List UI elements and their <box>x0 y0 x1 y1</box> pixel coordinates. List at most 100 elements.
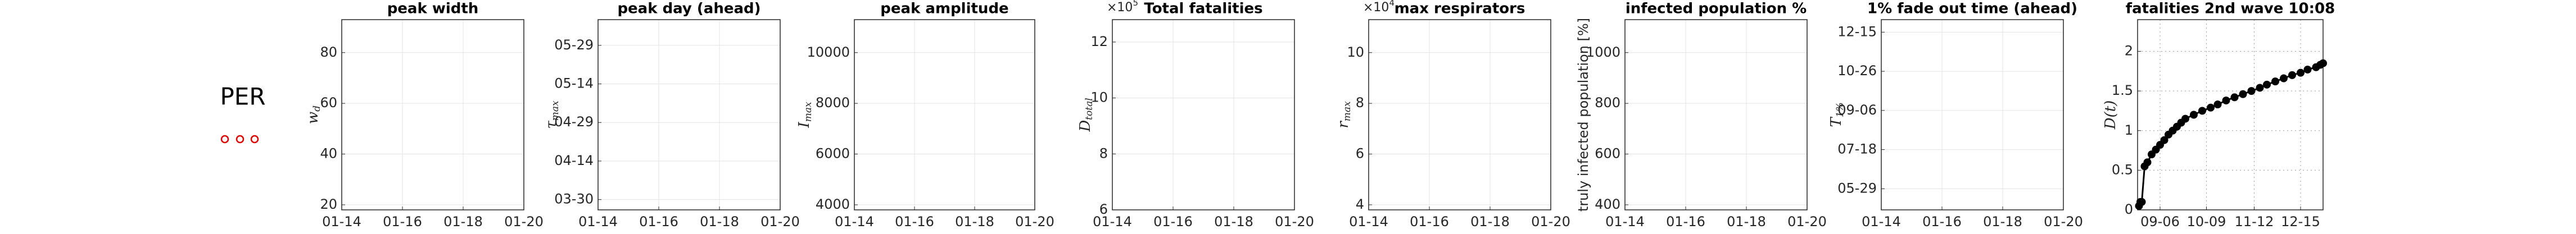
x-tick-label: 01-18 <box>1983 214 2022 230</box>
y-axis-label: T1% <box>1828 102 1846 127</box>
data-point <box>2303 65 2312 74</box>
y-tick-label: 8000 <box>816 95 850 111</box>
y-tick-label: 1 <box>2125 122 2133 138</box>
y-tick-label: 10 <box>1347 44 1364 60</box>
y-axis-label: Dtotal <box>1077 98 1095 132</box>
y-tick-label: 05-14 <box>554 76 594 91</box>
y-axis-label: τmax <box>543 100 561 129</box>
y-tick-label: 09-06 <box>1837 102 1877 118</box>
x-tick-label: 01-16 <box>1410 214 1449 230</box>
y-axis-label-base: r <box>1335 121 1352 129</box>
chart-title: peak day (ahead) <box>617 1 760 17</box>
chart-title: infected population % <box>1626 1 1807 17</box>
axes-box <box>341 19 524 210</box>
y-tick-label: 600 <box>1595 146 1620 162</box>
x-tick-label: 01-16 <box>895 214 934 230</box>
x-tick-label: 01-18 <box>700 214 739 230</box>
data-point <box>2280 74 2288 82</box>
data-point <box>2138 198 2146 206</box>
axes-box <box>2137 19 2324 210</box>
y-axis-label-base: w <box>305 112 322 124</box>
y-tick-label: 60 <box>320 95 337 111</box>
data-point <box>2256 84 2264 92</box>
x-tick-label: 01-16 <box>1922 214 1962 230</box>
x-tick-label: 01-20 <box>1531 214 1570 230</box>
marker-icon <box>236 135 245 144</box>
x-tick-label: 01-20 <box>1787 214 1827 230</box>
data-point <box>2319 59 2327 67</box>
x-tick-label: 01-20 <box>504 214 544 230</box>
axes-box <box>597 19 781 210</box>
data-point <box>2230 93 2239 102</box>
y-tick-label: 800 <box>1595 95 1620 111</box>
x-tick-label: 01-16 <box>1666 214 1705 230</box>
data-point <box>2222 97 2230 105</box>
y-axis-label-sub: max <box>1342 101 1353 121</box>
marker-icon <box>250 135 259 144</box>
x-tick-label: 01-14 <box>578 214 618 230</box>
y-axis-label: D(t) <box>2102 100 2119 130</box>
y-tick-label: 40 <box>320 146 337 162</box>
y-axis-label: rmax <box>1335 101 1353 129</box>
x-tick-label: 01-20 <box>1015 214 1054 230</box>
y-tick-label: 04-29 <box>554 114 594 130</box>
y-axis-label-base: D <box>1077 120 1094 132</box>
x-tick-label: 01-18 <box>1470 214 1510 230</box>
x-tick-label: 01-20 <box>1275 214 1314 230</box>
y-tick-label: 05-29 <box>1837 180 1877 196</box>
y-axis-label: truly infected population [%] <box>1576 18 1591 212</box>
x-tick-label: 01-18 <box>1214 214 1253 230</box>
y-axis-label-base: truly infected population [%] <box>1576 18 1591 212</box>
y-axis-label-base: I <box>796 122 813 129</box>
data-point <box>2247 87 2256 95</box>
y-axis-label-base: T <box>1828 117 1845 127</box>
x-tick-label: 11-12 <box>2235 214 2274 230</box>
y-axis-label: Imax <box>796 102 814 129</box>
y-multiplier-base: ×10 <box>1363 1 1389 15</box>
data-point <box>2288 71 2296 79</box>
y-axis-label-sub: max <box>550 100 561 121</box>
axes-box <box>854 19 1035 210</box>
y-axis-label-base: D(t) <box>2102 100 2119 130</box>
y-tick-label: 04-14 <box>554 153 594 168</box>
y-tick-label: 6 <box>1356 146 1364 162</box>
y-tick-label: 4 <box>1356 196 1364 212</box>
data-point <box>2190 111 2198 119</box>
y-multiplier-exp: 4 <box>1389 0 1395 8</box>
marker-icon <box>220 135 229 144</box>
x-tick-label: 01-16 <box>383 214 422 230</box>
y-multiplier-exp: 5 <box>1133 0 1138 8</box>
axes-box <box>1112 19 1295 210</box>
x-tick-label: 01-14 <box>1605 214 1645 230</box>
axes-box <box>1368 19 1551 210</box>
data-point <box>2143 158 2152 167</box>
y-tick-label: 8 <box>1356 95 1364 111</box>
data-point <box>2263 80 2271 89</box>
y-tick-label: 12 <box>1090 34 1108 49</box>
y-tick-label: 4000 <box>816 196 850 212</box>
panel-label: PER <box>220 83 265 111</box>
chart-title: Total fatalities <box>1144 1 1262 17</box>
data-point <box>2160 136 2168 144</box>
data-point <box>2181 114 2189 123</box>
data-point <box>2271 77 2279 86</box>
y-tick-label: 10000 <box>807 44 850 60</box>
x-tick-label: 09-06 <box>2140 214 2180 230</box>
chart-title: max respirators <box>1395 1 1525 17</box>
y-tick-label: 12-15 <box>1837 24 1877 39</box>
y-tick-label: 1000 <box>1586 44 1620 60</box>
x-tick-label: 01-16 <box>1153 214 1193 230</box>
data-point <box>2207 103 2215 112</box>
y-tick-label: 0 <box>2125 201 2133 217</box>
axes-box <box>1624 19 1808 210</box>
y-tick-label: 8 <box>1099 145 1108 161</box>
y-multiplier: ×104 <box>1363 0 1395 15</box>
chart-title: peak amplitude <box>880 1 1008 17</box>
y-tick-label: 10-26 <box>1837 63 1877 79</box>
x-tick-label: 01-20 <box>2044 214 2083 230</box>
y-tick-label: 0.5 <box>2112 162 2133 177</box>
y-tick-label: 6 <box>1099 201 1108 217</box>
y-tick-label: 20 <box>320 196 337 212</box>
x-tick-label: 12-15 <box>2281 214 2320 230</box>
